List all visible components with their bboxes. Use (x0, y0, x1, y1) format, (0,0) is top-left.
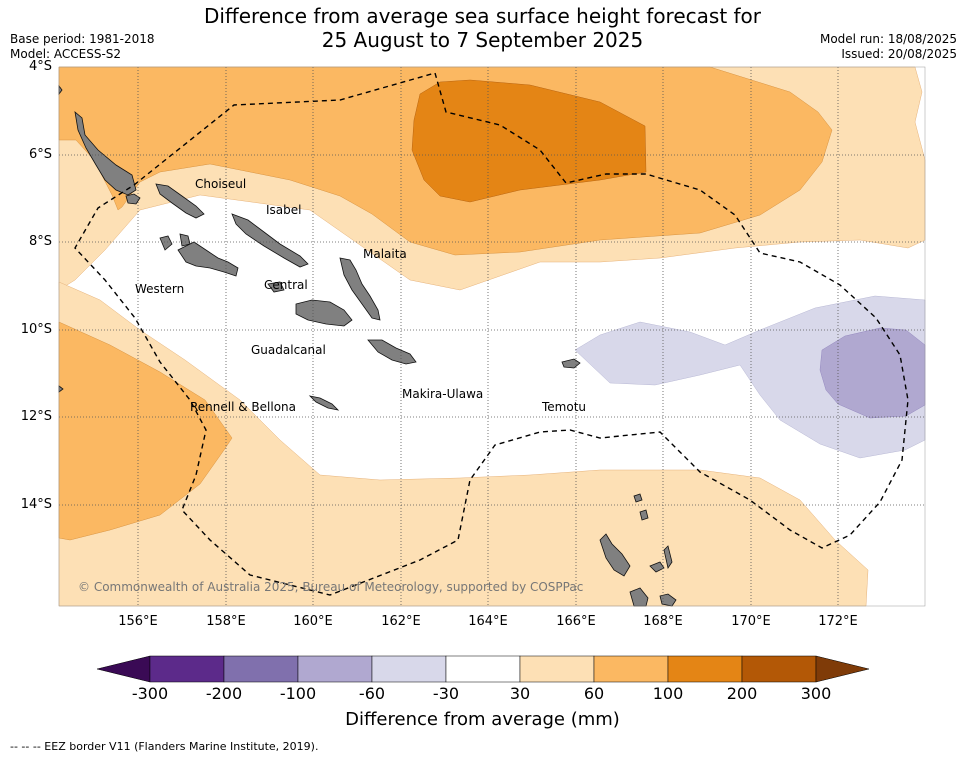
vanuatu-pentecost (663, 545, 673, 570)
bougainville-island (74, 110, 137, 196)
vella-lavella-island (159, 235, 173, 251)
label-choiseul: Choiseul (195, 177, 247, 191)
land-masses (58, 84, 677, 607)
makira-island (367, 339, 417, 365)
contour-60-100-west (58, 321, 233, 541)
label-malaita: Malaita (363, 247, 407, 261)
colorbar-tick-3: -100 (279, 684, 317, 703)
lon-label-158e: 158°E (206, 614, 246, 629)
colorbar-bin-2 (223, 655, 299, 683)
base-period-text: Base period: 1981-2018 (10, 32, 155, 46)
colorbar-tick-6: 30 (509, 684, 531, 703)
colorbar-tick-2: -200 (205, 684, 243, 703)
vanuatu-espiritu-santo (599, 533, 631, 577)
colorbar (96, 655, 870, 683)
lon-label-168e: 168°E (643, 614, 683, 629)
colorbar-max-extension (815, 655, 870, 683)
gridlines (59, 67, 925, 606)
lat-label-8s: 8°S (28, 234, 52, 249)
vanuatu-efate (659, 593, 677, 607)
lat-label-14s: 14°S (20, 497, 52, 512)
contour-neg30-east (574, 295, 926, 459)
meta-right: Model run: 18/08/2025 Issued: 20/08/2025 (820, 32, 957, 62)
colorbar-tick-4: -60 (358, 684, 386, 703)
colorbar-tick-7: 60 (583, 684, 605, 703)
colorbar-tick-8: 100 (652, 684, 684, 703)
contour-neg60-east (819, 327, 926, 419)
colorbar-bin-5 (445, 655, 521, 683)
lat-label-6s: 6°S (28, 147, 52, 162)
lon-label-160e: 160°E (293, 614, 333, 629)
lon-label-162e: 162°E (381, 614, 421, 629)
lat-label-10s: 10°S (20, 322, 52, 337)
anomaly-contours (58, 66, 926, 607)
colorbar-tick-5: -30 (432, 684, 460, 703)
lat-label-4s: 4°S (28, 59, 52, 74)
choiseul-island (155, 183, 205, 219)
rennell-island (308, 395, 340, 411)
colorbar-bin-1 (149, 655, 225, 683)
vanuatu-malakula (629, 587, 649, 607)
guadalcanal-island (295, 299, 353, 327)
lon-label-156e: 156°E (118, 614, 158, 629)
malaita-island (339, 257, 381, 321)
colorbar-title: Difference from average (mm) (345, 709, 620, 730)
copyright-text: © Commonwealth of Australia 2025, Bureau… (78, 580, 584, 594)
isabel-island (231, 213, 309, 268)
lon-label-166e: 166°E (556, 614, 596, 629)
santa-cruz-island (561, 358, 581, 369)
lon-label-170e: 170°E (731, 614, 771, 629)
vanuatu-ambae (649, 561, 665, 573)
model-run-text: Model run: 18/08/2025 (819, 32, 957, 46)
label-isabel: Isabel (266, 203, 302, 217)
meta-left: Base period: 1981-2018 Model: ACCESS-S2 (10, 32, 155, 62)
colorbar-bin-8 (667, 655, 743, 683)
eez-border (74, 72, 909, 596)
map-frame (58, 66, 926, 607)
label-makira-ulawa: Makira-Ulawa (402, 387, 484, 401)
contour-100-200-north (411, 79, 647, 203)
florida-islands (267, 281, 285, 293)
colorbar-bin-7 (593, 655, 669, 683)
colorbar-min-extension (96, 655, 151, 683)
contour-30-60-south (58, 281, 869, 607)
model-text: Model: ACCESS-S2 (10, 47, 122, 61)
lat-label-12s: 12°S (20, 409, 52, 424)
lon-label-172e: 172°E (818, 614, 858, 629)
label-rennell-bellona: Rennell & Bellona (190, 400, 297, 414)
title-line-1: Difference from average sea surface heig… (203, 4, 762, 28)
label-temotu: Temotu (542, 400, 587, 414)
title-line-2: 25 August to 7 September 2025 (321, 28, 644, 52)
vanuatu-banks (633, 493, 643, 503)
colorbar-bin-9 (741, 655, 817, 683)
colorbar-bin-6 (519, 655, 595, 683)
colorbar-bin-3 (297, 655, 373, 683)
lon-label-164e: 164°E (468, 614, 508, 629)
colorbar-bin-4 (371, 655, 447, 683)
vanuatu-torres (639, 509, 649, 521)
colorbar-tick-10: 300 (800, 684, 832, 703)
eez-footnote: -- -- -- EEZ border V11 (Flanders Marine… (10, 740, 319, 753)
colorbar-tick-9: 200 (726, 684, 758, 703)
new-georgia-islands (177, 241, 239, 277)
ranongga-island (179, 233, 191, 247)
label-western: Western (135, 282, 185, 296)
shortland-island (125, 193, 141, 205)
chart-title: Difference from average sea surface heig… (0, 4, 965, 52)
issued-text: Issued: 20/08/2025 (841, 47, 957, 61)
label-guadalcanal: Guadalcanal (251, 343, 326, 357)
label-central: Central (264, 278, 308, 292)
colorbar-tick-1: -300 (131, 684, 169, 703)
